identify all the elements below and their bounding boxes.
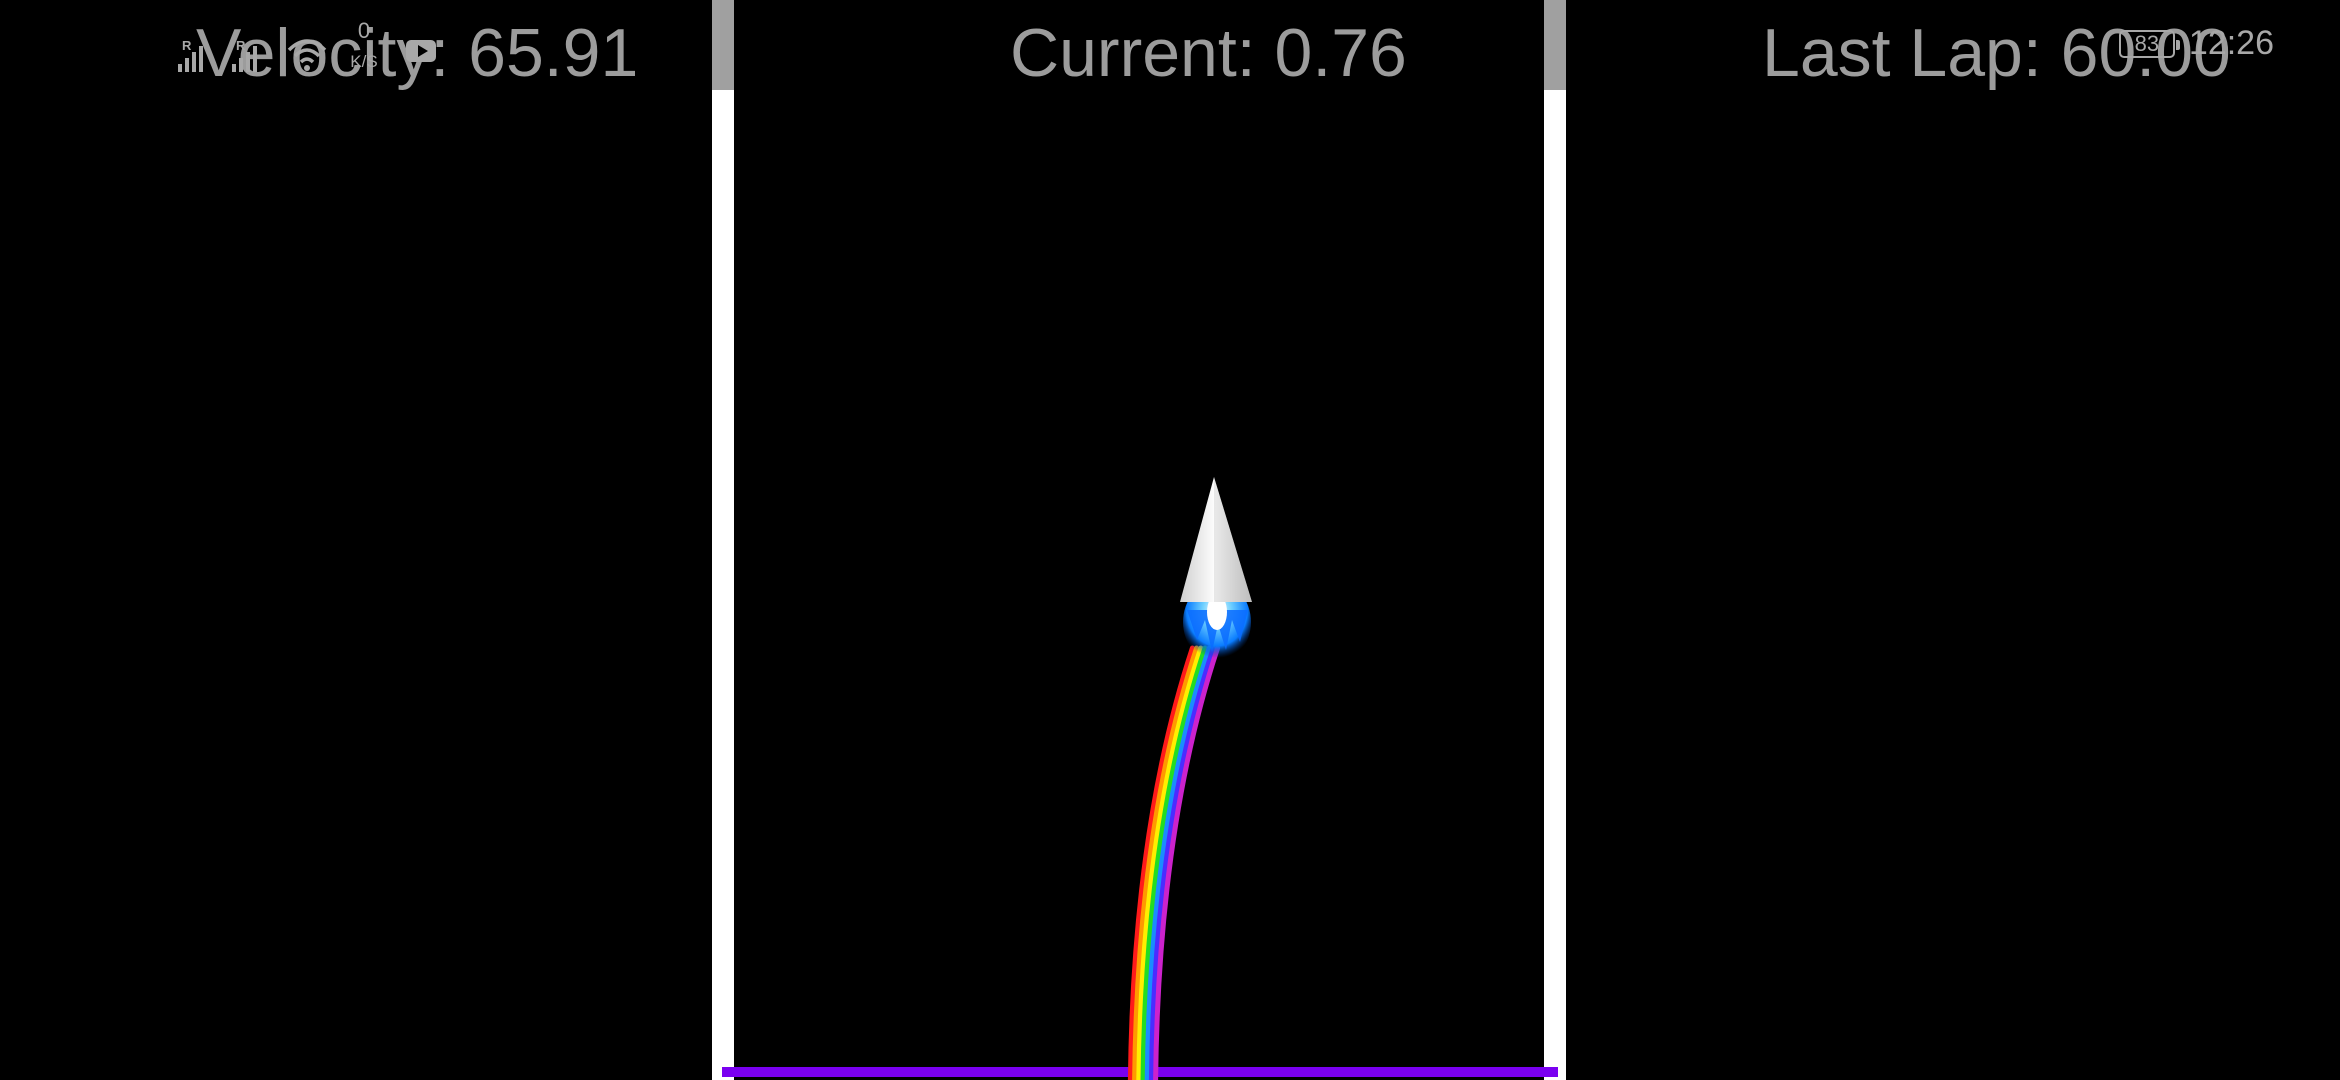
rocket-ship-icon [1180,477,1252,602]
last-lap-readout: Last Lap: 60.00 [1762,15,2231,91]
velocity-readout: Velocity: 65.91 [196,15,639,91]
trail-stripe [1144,645,1212,1080]
trail-stripe [1136,645,1204,1080]
trail-stripe [1140,645,1208,1080]
track-wall-right-cap [1544,0,1566,90]
trail-stripe [1148,645,1216,1080]
rainbow-trail [1127,645,1221,1080]
track-wall-right [1544,0,1566,1080]
trail-stripe [1127,645,1195,1080]
trail-stripe [1153,645,1221,1080]
trail-stripe [1132,645,1200,1080]
track-wall-left-cap [712,0,734,90]
current-time-readout: Current: 0.76 [1010,15,1407,91]
track-wall-left [712,0,734,1080]
